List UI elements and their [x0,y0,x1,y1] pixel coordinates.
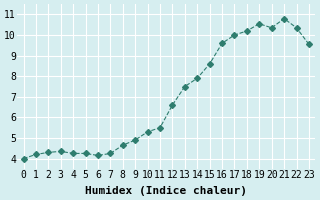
X-axis label: Humidex (Indice chaleur): Humidex (Indice chaleur) [85,186,247,196]
